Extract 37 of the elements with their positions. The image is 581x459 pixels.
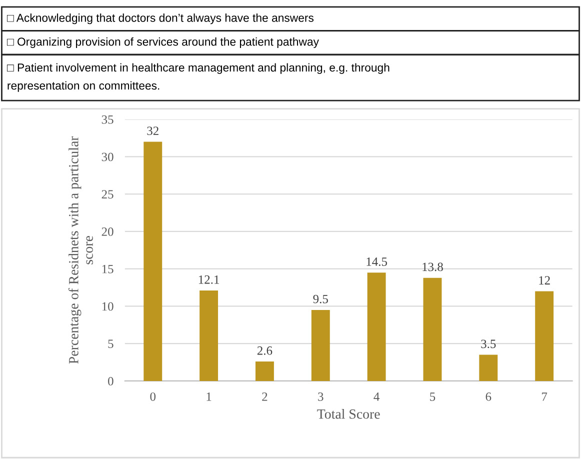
bar xyxy=(311,310,330,381)
bar xyxy=(479,354,498,381)
y-tick-label: 35 xyxy=(102,115,114,124)
data-label: 14.5 xyxy=(366,258,388,266)
x-tick-label: 4 xyxy=(374,392,380,401)
y-tick-label: 20 xyxy=(102,227,114,236)
bar xyxy=(200,290,218,381)
x-tick-label: 3 xyxy=(318,392,324,401)
bar xyxy=(367,272,386,381)
data-label: 3.5 xyxy=(481,340,496,348)
x-tick-label: 2 xyxy=(262,392,268,401)
data-label: 12.1 xyxy=(198,275,219,284)
data-label: 9.5 xyxy=(313,294,328,304)
bar xyxy=(144,142,162,381)
y-tick-label: 15 xyxy=(102,264,114,274)
y-tick-label: 30 xyxy=(102,152,114,162)
y-tick-label: 25 xyxy=(102,190,114,199)
x-tick-label: 7 xyxy=(542,392,548,401)
text: □ Patient involvement in healthcare management and planning, e.g. through representation on committees. xyxy=(7,63,390,92)
bar xyxy=(255,362,274,381)
text: □ Acknowledging that doctors don’t always have the answers xyxy=(7,14,314,24)
y-tick-label: 10 xyxy=(102,302,114,311)
text: □ Organizing provision of services around the patient pathway xyxy=(7,37,319,48)
data-label: 2.6 xyxy=(257,346,272,355)
x-tick-label: 0 xyxy=(150,392,156,401)
data-label: 32 xyxy=(147,126,158,136)
x-axis-title: Total Score xyxy=(317,408,380,419)
y-tick-label: 0 xyxy=(108,376,114,386)
x-tick-label: 1 xyxy=(206,392,212,401)
bar xyxy=(423,278,442,381)
y-axis-title: Percentage of Residnets with a particular score xyxy=(68,136,93,364)
x-tick-label: 6 xyxy=(486,392,492,401)
data-label: 13.8 xyxy=(422,262,443,272)
y-tick-label: 5 xyxy=(108,340,114,348)
x-tick-label: 5 xyxy=(430,392,436,401)
data-label: 12 xyxy=(539,276,550,284)
bar xyxy=(535,291,554,381)
